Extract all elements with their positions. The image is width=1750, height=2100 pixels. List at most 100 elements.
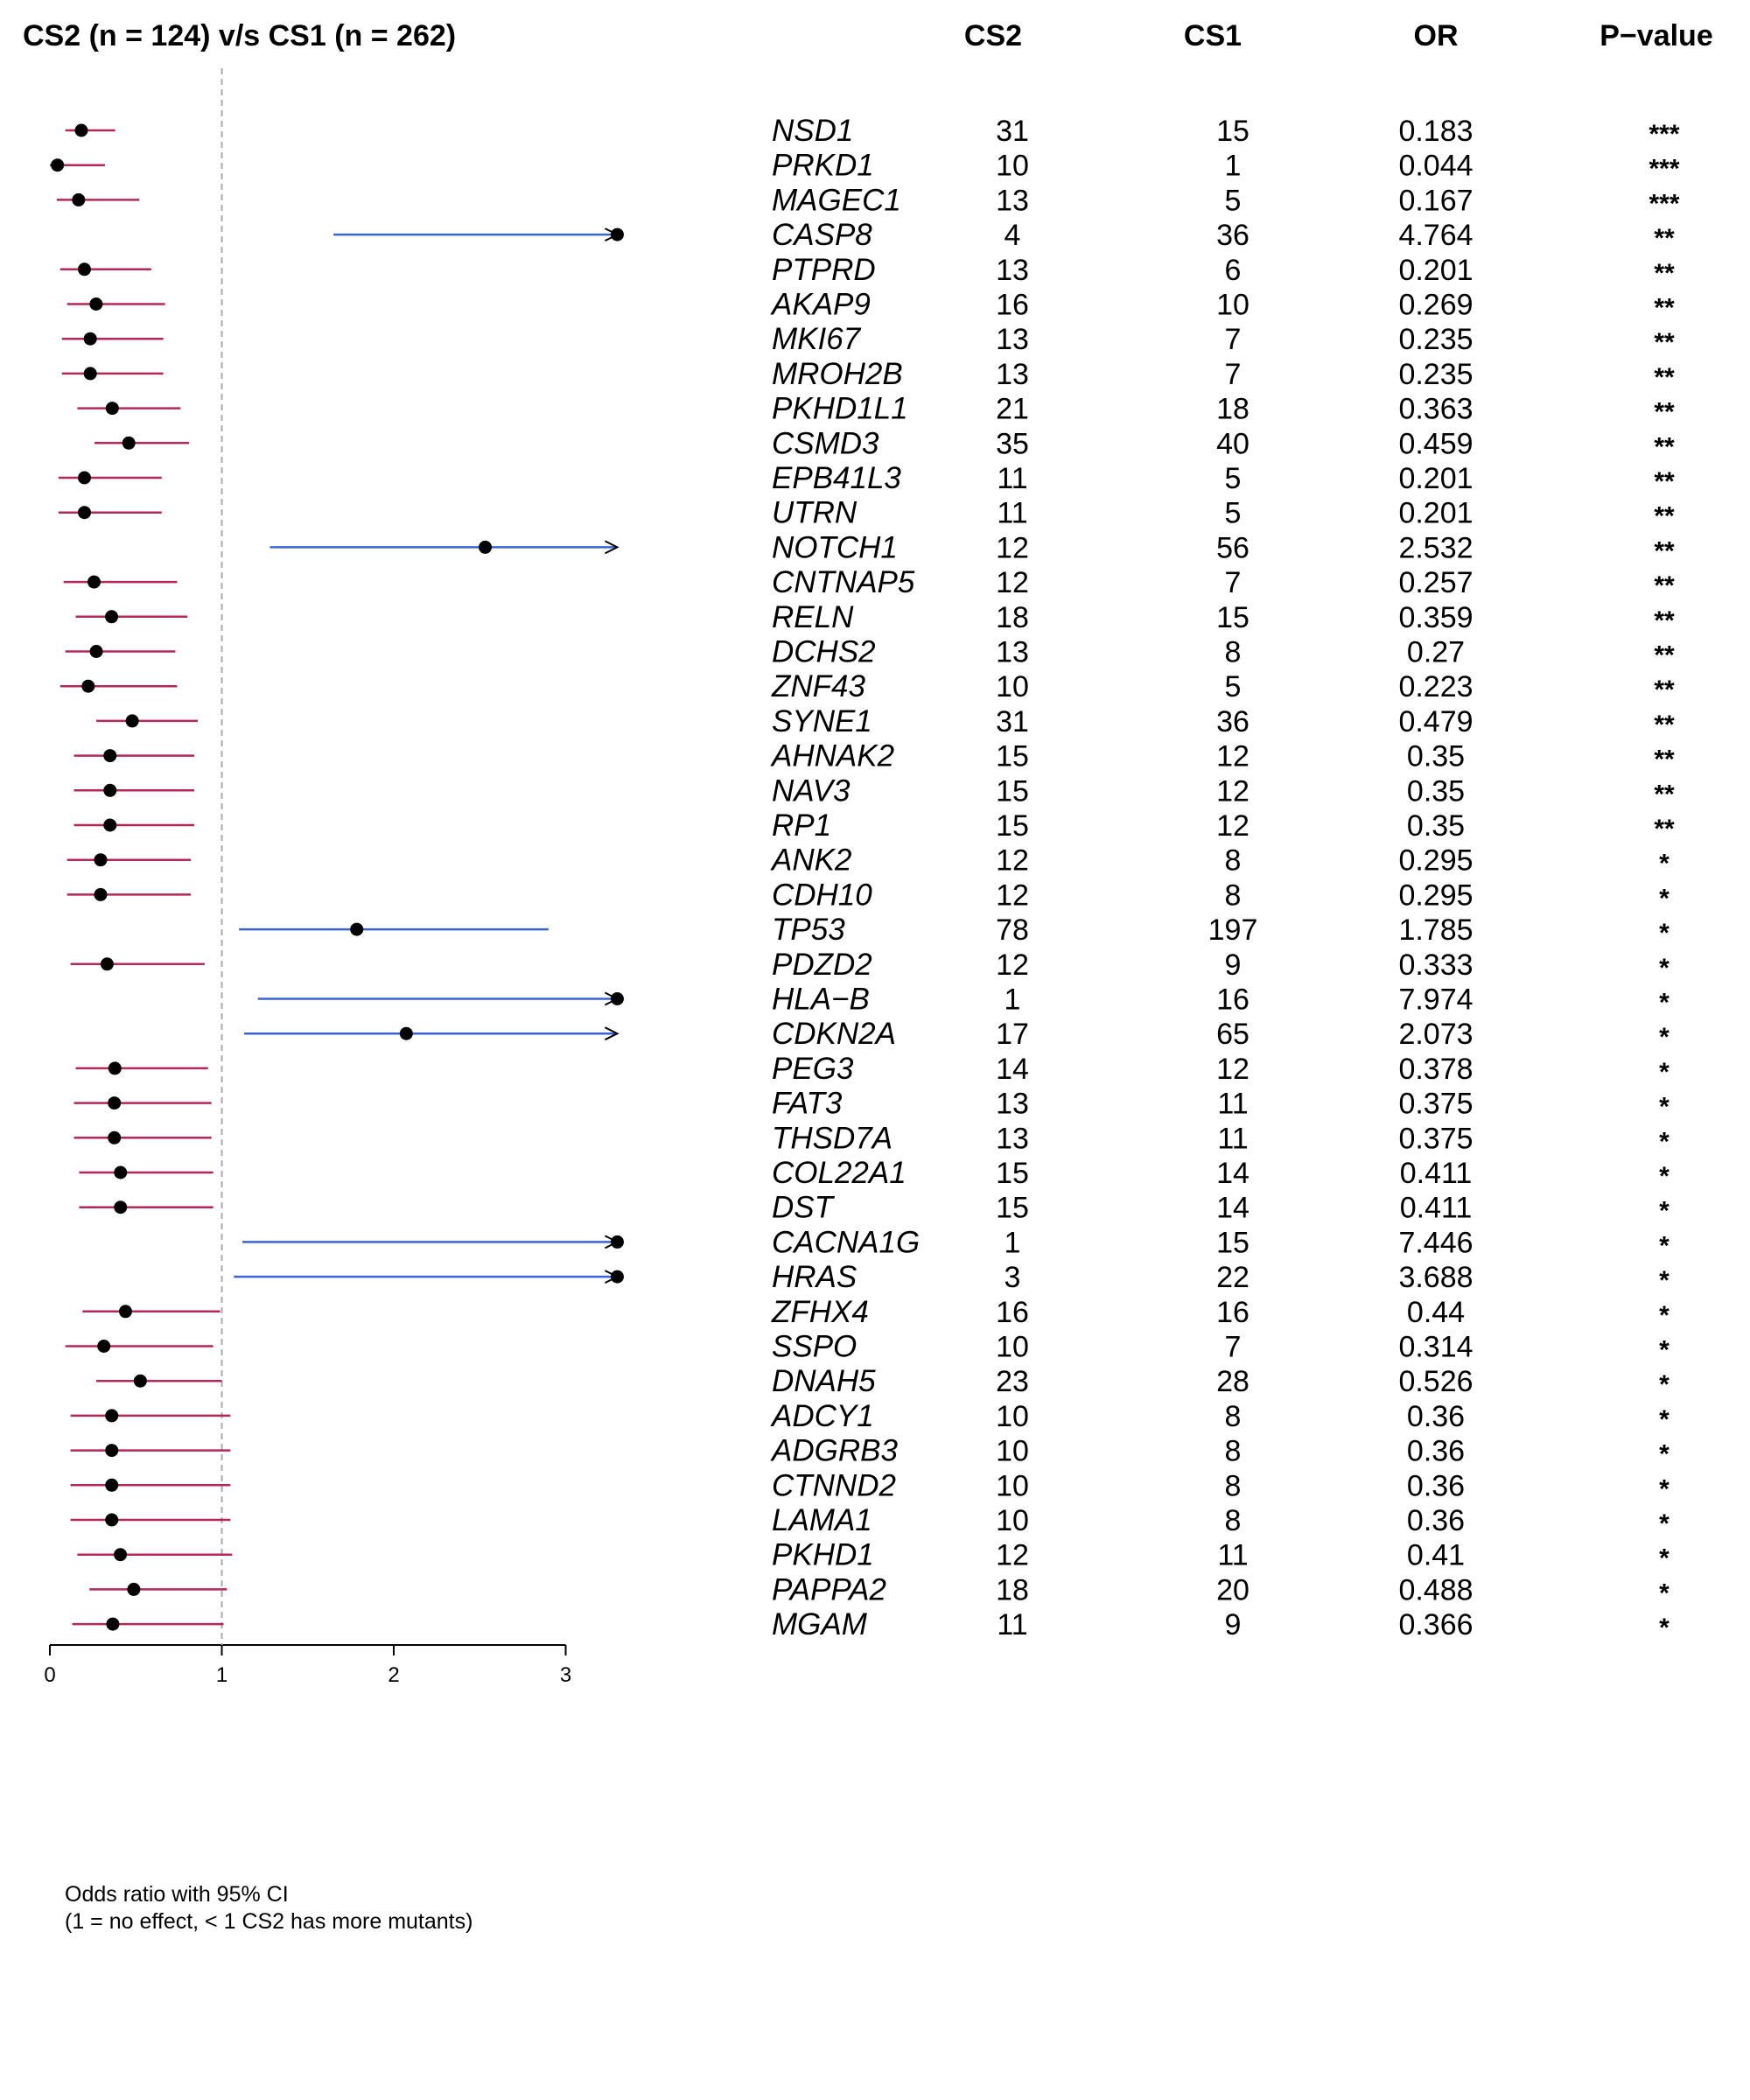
forest-rows: NSD1 31 15 0.183 ***PRKD1 10 1 0.044 ***MAGEC1 13… xyxy=(50,114,1680,1642)
cs2-count: 12 xyxy=(996,878,1029,912)
or-value: 0.411 xyxy=(1400,1192,1473,1225)
p-value-stars: * xyxy=(1659,919,1670,948)
gene-label: MGAM xyxy=(772,1607,868,1642)
or-value: 0.257 xyxy=(1398,566,1473,599)
footnote-line-1: Odds ratio with 95% CI xyxy=(65,1882,289,1907)
cs1-count: 22 xyxy=(1216,1261,1250,1294)
or-point xyxy=(108,1096,122,1110)
p-value-stars: * xyxy=(1659,884,1670,913)
forest-row: COL22A1 15 14 0.411 * xyxy=(79,1156,1670,1191)
gene-label: CASP8 xyxy=(772,218,872,252)
gene-label: CDKN2A xyxy=(772,1017,896,1051)
or-point xyxy=(399,1026,413,1040)
cs2-count: 18 xyxy=(996,601,1029,634)
or-value: 0.479 xyxy=(1398,705,1473,738)
or-point xyxy=(94,887,108,901)
gene-label: MAGEC1 xyxy=(772,183,901,217)
or-point xyxy=(108,1061,122,1075)
forest-row: ZFHX4 16 16 0.44 * xyxy=(82,1295,1670,1330)
or-value: 0.36 xyxy=(1407,1469,1465,1502)
p-value-stars: * xyxy=(1659,1231,1670,1260)
or-value: 0.526 xyxy=(1398,1365,1473,1398)
cs1-count: 1 xyxy=(1225,150,1242,183)
cs1-count: 8 xyxy=(1225,636,1242,669)
gene-label: SYNE1 xyxy=(772,704,872,738)
cs2-count: 18 xyxy=(996,1573,1029,1606)
cs2-count: 15 xyxy=(996,1192,1029,1225)
p-value-stars: *** xyxy=(1648,155,1679,184)
or-point xyxy=(114,1548,128,1562)
gene-label: UTRN xyxy=(772,496,858,530)
cs2-count: 11 xyxy=(997,497,1027,530)
or-point xyxy=(125,714,139,728)
or-value: 0.366 xyxy=(1398,1608,1473,1642)
cs2-count: 15 xyxy=(996,1157,1029,1190)
or-value: 4.764 xyxy=(1398,219,1473,252)
chart-title: CS2 (n = 124) v/s CS1 (n = 262) xyxy=(23,19,456,52)
forest-row: CDH10 12 8 0.295 * xyxy=(66,878,1670,913)
gene-label: PRKD1 xyxy=(772,149,874,183)
forest-row: PRKD1 10 1 0.044 *** xyxy=(50,149,1680,184)
or-point xyxy=(105,1409,119,1423)
p-value-stars: ** xyxy=(1654,398,1675,427)
or-value: 0.378 xyxy=(1398,1053,1473,1086)
forest-row: NSD1 31 15 0.183 *** xyxy=(65,114,1680,149)
or-point xyxy=(103,818,117,832)
cs1-count: 5 xyxy=(1225,497,1242,530)
gene-label: NSD1 xyxy=(772,114,853,148)
forest-row: ZNF43 10 5 0.223 ** xyxy=(60,669,1675,704)
column-header-cs2: CS2 xyxy=(964,19,1022,52)
forest-row: DST 15 14 0.411 * xyxy=(79,1191,1670,1226)
cs1-count: 8 xyxy=(1225,1435,1242,1468)
forest-row: FAT3 13 11 0.375 * xyxy=(74,1087,1670,1122)
forest-row: CASP8 4 36 4.764 ** xyxy=(333,218,1675,253)
forest-row: HRAS 3 22 3.688 * xyxy=(234,1260,1670,1295)
cs2-count: 11 xyxy=(997,462,1027,495)
x-axis-tick-label: 3 xyxy=(560,1663,571,1687)
p-value-stars: ** xyxy=(1654,467,1675,496)
or-value: 0.314 xyxy=(1398,1331,1473,1364)
cs2-count: 78 xyxy=(996,914,1029,947)
cs2-count: 15 xyxy=(996,774,1029,808)
cs2-count: 12 xyxy=(996,566,1029,599)
forest-row: NOTCH1 12 56 2.532 ** xyxy=(270,530,1675,565)
or-point xyxy=(479,540,493,554)
footnote-line-2: (1 = no effect, < 1 CS2 has more mutants… xyxy=(65,1909,473,1934)
cs2-count: 13 xyxy=(996,254,1029,287)
gene-label: MROH2B xyxy=(772,357,903,391)
p-value-stars: ** xyxy=(1654,224,1675,253)
cs1-count: 15 xyxy=(1216,115,1250,148)
cs2-count: 12 xyxy=(996,1539,1029,1572)
cs2-count: 13 xyxy=(996,184,1029,217)
cs1-count: 5 xyxy=(1225,462,1242,495)
cs2-count: 15 xyxy=(996,809,1029,843)
p-value-stars: * xyxy=(1659,1058,1670,1087)
cs2-count: 14 xyxy=(996,1053,1029,1086)
ci-arrow xyxy=(605,1026,620,1041)
forest-row: PAPPA2 18 20 0.488 * xyxy=(89,1572,1670,1607)
or-value: 3.688 xyxy=(1398,1261,1473,1294)
forest-row: PDZD2 12 9 0.333 * xyxy=(70,948,1670,983)
p-value-stars: * xyxy=(1659,1614,1670,1642)
or-value: 0.363 xyxy=(1398,393,1473,426)
p-value-stars: * xyxy=(1659,1266,1670,1295)
cs2-count: 13 xyxy=(996,1122,1029,1155)
cs1-count: 7 xyxy=(1225,358,1242,391)
gene-label: LAMA1 xyxy=(772,1503,872,1537)
or-point xyxy=(77,262,91,276)
or-value: 0.459 xyxy=(1398,427,1473,460)
or-value: 0.375 xyxy=(1398,1122,1473,1155)
or-point xyxy=(100,957,114,971)
or-point xyxy=(83,367,97,381)
or-point xyxy=(74,123,88,137)
or-point xyxy=(72,192,86,206)
p-value-stars: ** xyxy=(1654,363,1675,392)
p-value-stars: ** xyxy=(1654,294,1675,323)
or-point xyxy=(106,1617,120,1631)
gene-label: PKHD1L1 xyxy=(772,392,908,426)
forest-row: ADGRB3 10 8 0.36 * xyxy=(70,1434,1670,1469)
p-value-stars: * xyxy=(1659,1370,1670,1399)
p-value-stars: ** xyxy=(1654,710,1675,739)
forest-row: PTPRD 13 6 0.201 ** xyxy=(60,253,1675,288)
